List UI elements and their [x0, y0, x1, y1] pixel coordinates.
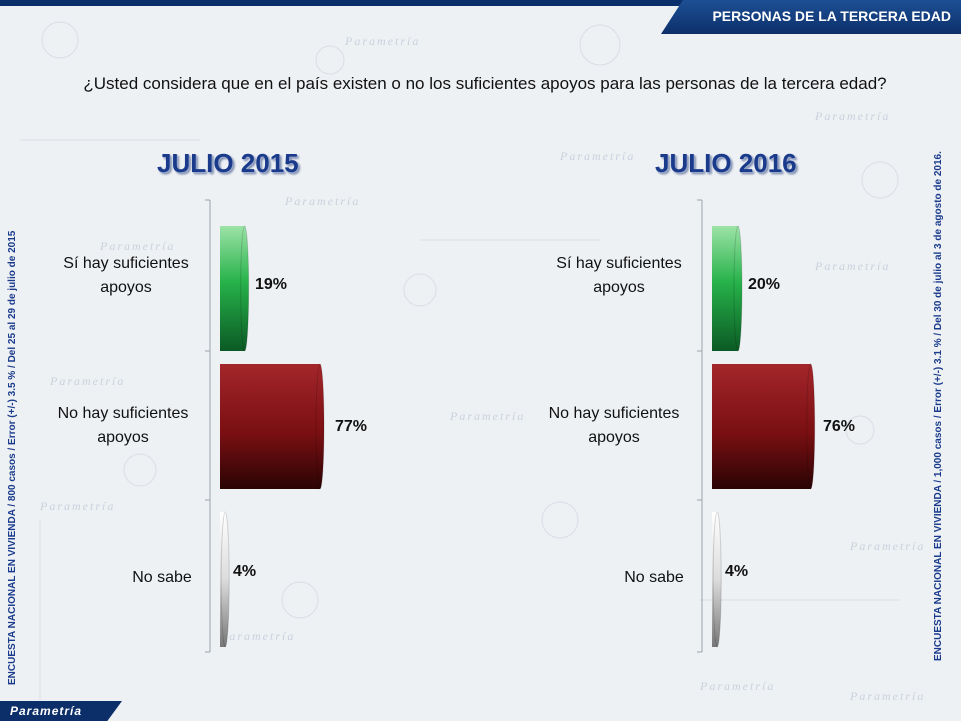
- category-label-yes-2015: Sí hay suficientes apoyos: [63, 255, 189, 296]
- bar-no-2015: [220, 364, 320, 489]
- bar-cap-yes-2016: [733, 225, 743, 352]
- value-label-unknown-2015: 4%: [233, 563, 257, 580]
- bar-no-2016: [712, 364, 811, 489]
- category-label-unknown-2016: No sabe: [624, 569, 684, 586]
- bar-cap-yes-2015: [240, 225, 250, 352]
- bar-cap-no-2016: [806, 363, 816, 490]
- survey-question: ¿Usted considera que en el país existen …: [83, 74, 887, 93]
- watermark-text: Parametría: [849, 539, 925, 553]
- bar-yes-2015: [220, 226, 245, 351]
- watermark-text: Parametría: [344, 34, 420, 48]
- watermark-text: Parametría: [219, 629, 295, 643]
- watermark-text: Parametría: [39, 499, 115, 513]
- watermark-text: Parametría: [699, 679, 775, 693]
- brand-logo: Parametría: [10, 704, 83, 718]
- watermark-text: Parametría: [559, 149, 635, 163]
- watermark-text: Parametría: [284, 194, 360, 208]
- watermark-text: Parametría: [99, 239, 175, 253]
- value-label-no-2016: 76%: [823, 418, 856, 435]
- footer-tab: [0, 701, 122, 721]
- value-label-unknown-2016: 4%: [725, 563, 749, 580]
- watermark-text: Parametría: [49, 374, 125, 388]
- value-label-yes-2015: 19%: [255, 276, 288, 293]
- top-bar: [0, 0, 961, 6]
- header-tab: [661, 0, 961, 34]
- category-label-yes-2016: Sí hay suficientes apoyos: [556, 255, 682, 296]
- chart-title-2016: JULIO 2016: [655, 148, 797, 178]
- chart-title-2015: JULIO 2015: [157, 148, 299, 178]
- bar-cap-unknown-2015: [220, 511, 230, 648]
- category-label-unknown-2015: No sabe: [132, 569, 192, 586]
- watermark-text: Parametría: [449, 409, 525, 423]
- value-label-no-2015: 77%: [335, 418, 368, 435]
- page-title: PERSONAS DE LA TERCERA EDAD: [712, 8, 951, 24]
- watermark-text: Parametría: [849, 689, 925, 703]
- bar-cap-no-2015: [315, 363, 325, 490]
- bar-cap-unknown-2016: [712, 511, 722, 648]
- watermark-text: Parametría: [814, 109, 890, 123]
- bar-yes-2016: [712, 226, 738, 351]
- category-label-no-2016: No hay suficientes apoyos: [548, 405, 680, 446]
- value-label-yes-2016: 20%: [748, 276, 781, 293]
- category-label-no-2015: No hay suficientes apoyos: [57, 405, 189, 446]
- watermark-text: Parametría: [814, 259, 890, 273]
